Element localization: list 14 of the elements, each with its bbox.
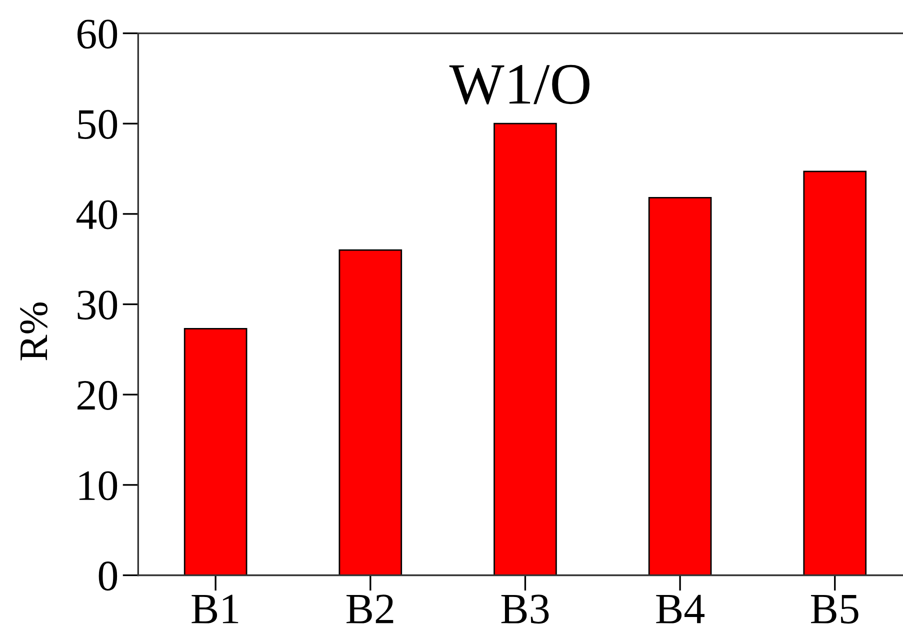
y-tick-label: 20 xyxy=(78,380,118,410)
x-tick-label: B2 xyxy=(346,594,394,624)
y-tick-label: 50 xyxy=(78,110,118,139)
x-tick-label: B1 xyxy=(192,594,238,624)
y-tick-label: 0 xyxy=(98,562,118,591)
y-axis-title: R% xyxy=(20,302,48,360)
y-tick-label: 40 xyxy=(76,200,118,230)
x-tick-label: B4 xyxy=(656,594,704,624)
y-tick-label: 30 xyxy=(78,290,118,320)
y-tick-label: 60 xyxy=(78,20,118,49)
x-tick-label: B5 xyxy=(810,594,858,624)
chart-title: W1/O xyxy=(449,64,590,104)
x-tick-label: B3 xyxy=(501,594,549,624)
y-tick-label: 10 xyxy=(79,471,118,500)
